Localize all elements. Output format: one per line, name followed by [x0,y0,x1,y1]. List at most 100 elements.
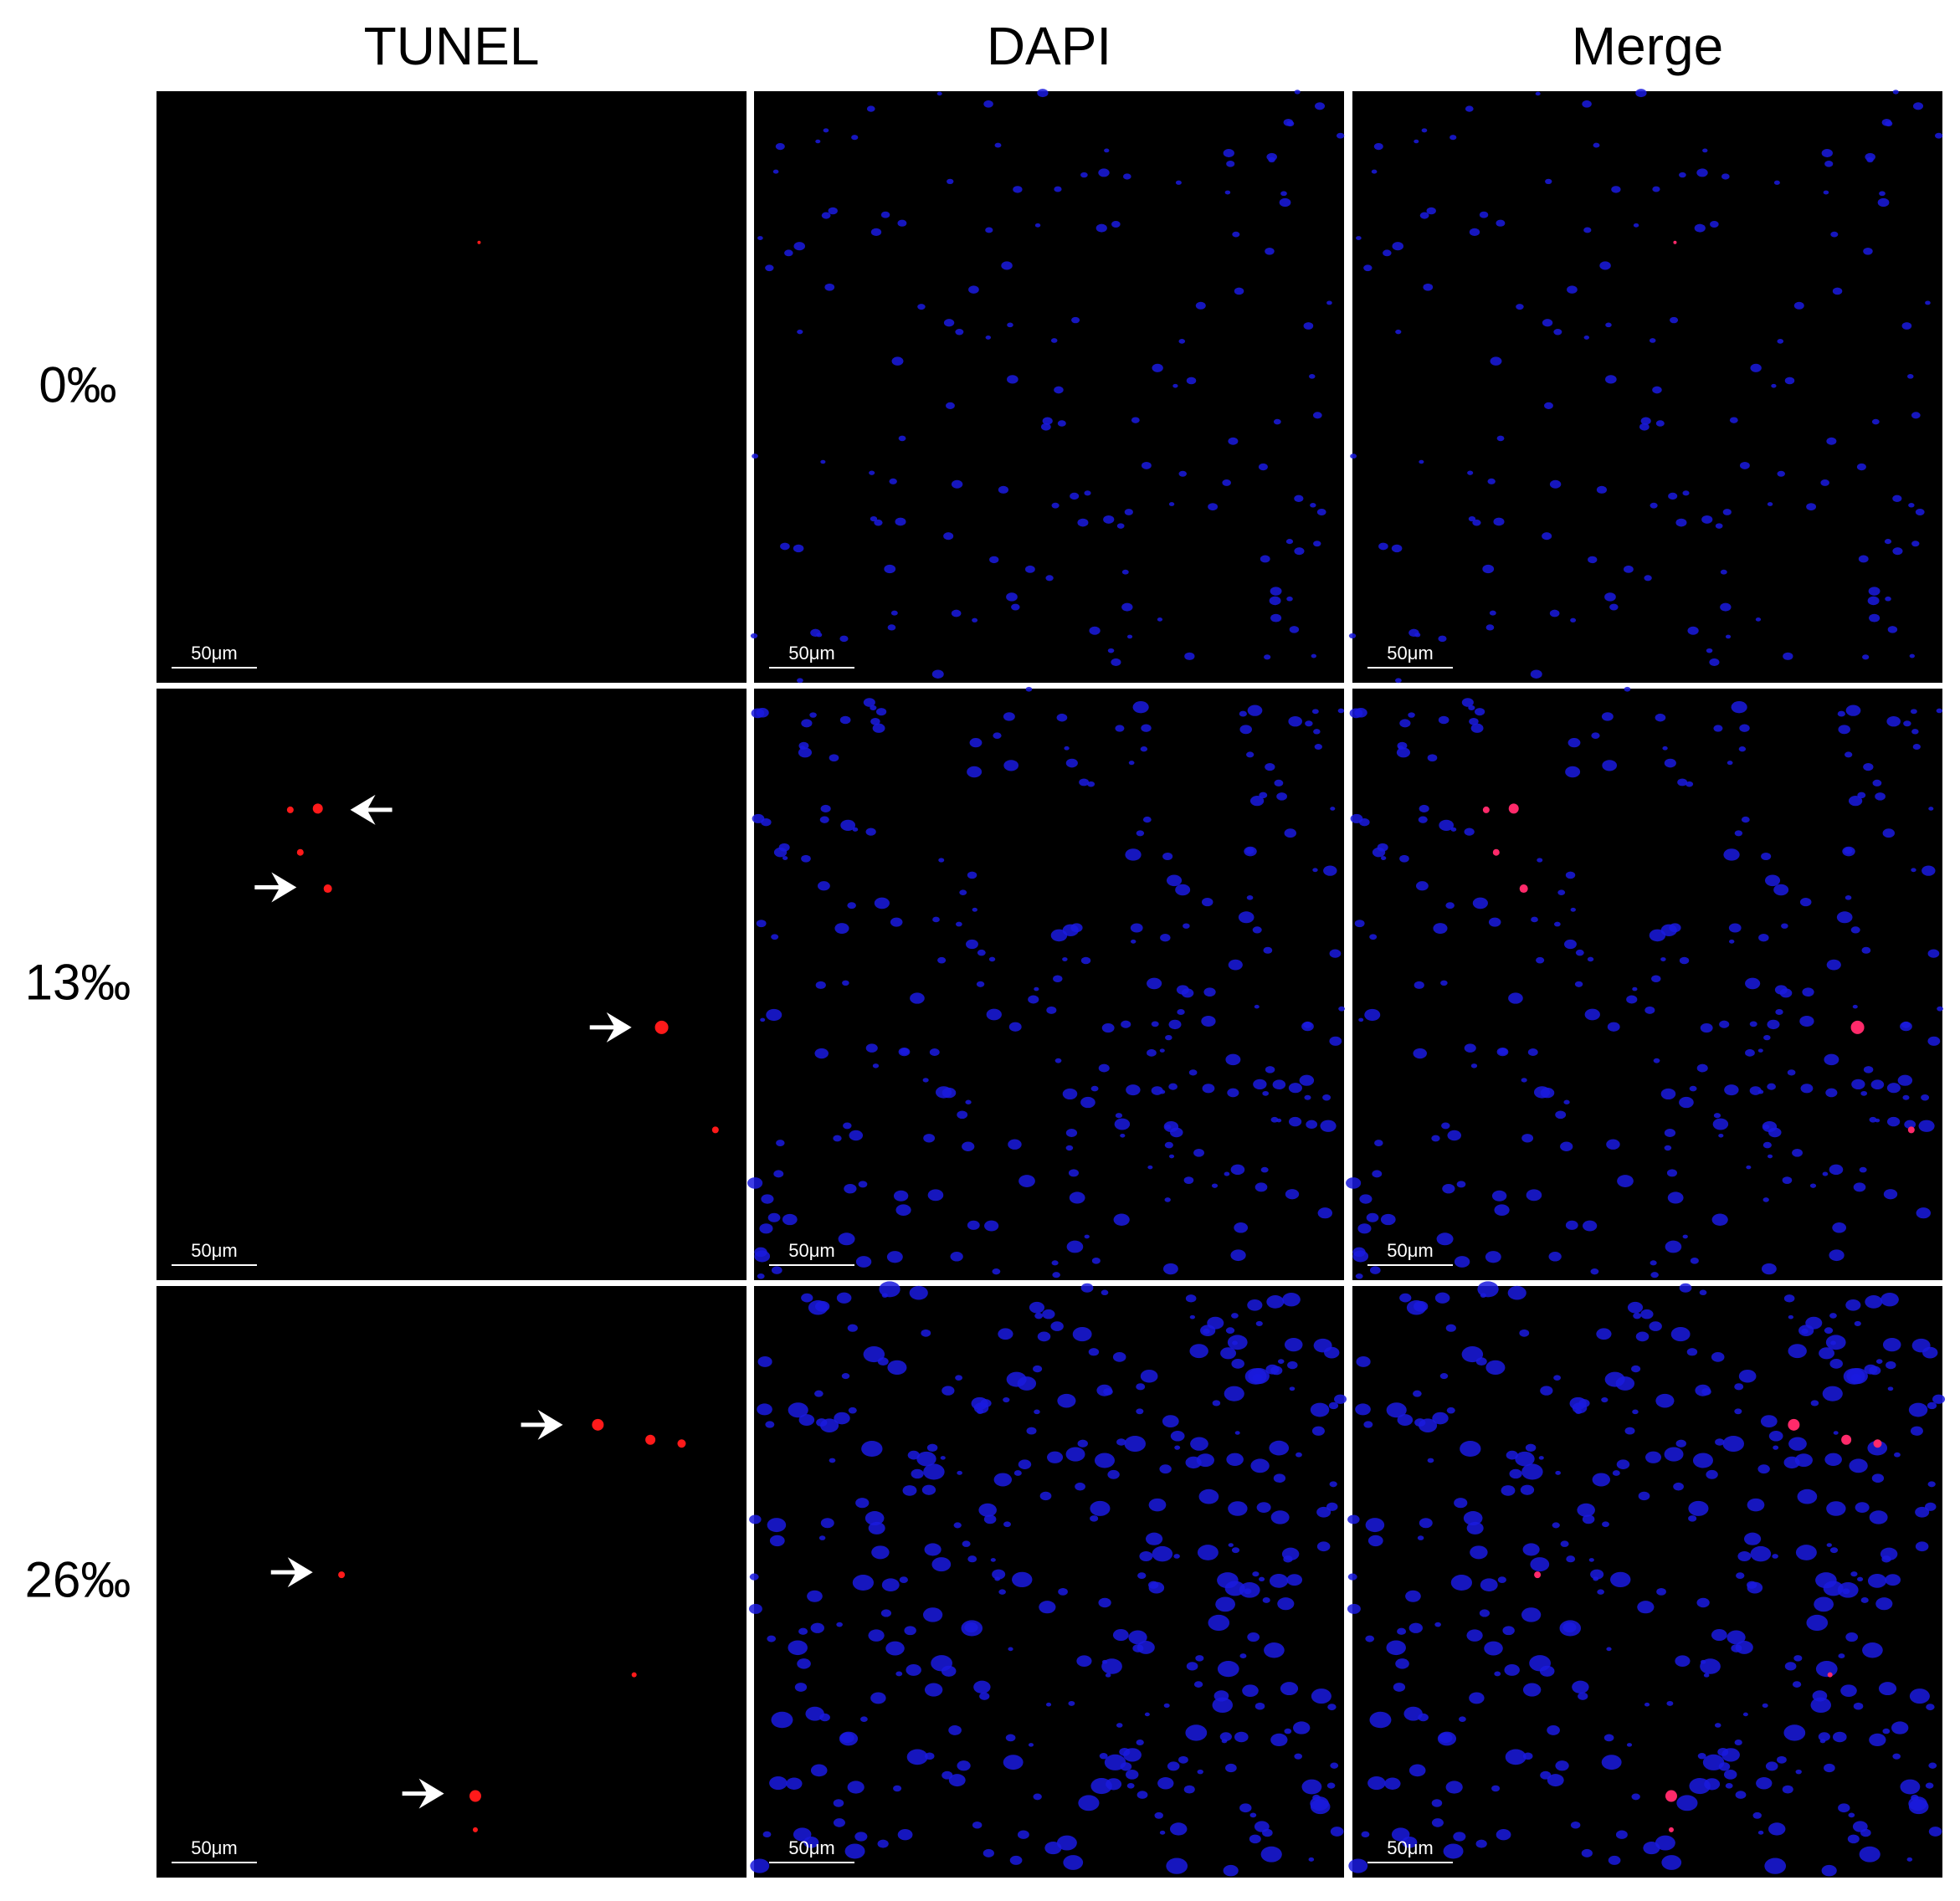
nucleus [1395,1658,1409,1669]
nucleus [1465,105,1474,112]
nucleus [1287,1360,1298,1370]
nucleus [1386,1640,1406,1656]
nucleus [916,1451,936,1467]
nucleus [1821,148,1833,157]
nucleus [1596,485,1608,494]
nucleus [998,1589,1006,1595]
nucleus [1357,1223,1372,1234]
nucleus [910,992,925,1004]
nucleus [965,1099,972,1104]
nucleus [1697,1753,1706,1760]
nucleus [1590,1268,1599,1275]
nucleus [1725,1782,1733,1789]
nucleus [962,1540,971,1547]
nucleus [1076,1655,1092,1667]
nucleus [1801,1329,1809,1335]
nucleus [1121,569,1129,575]
panel-background [156,1286,747,1878]
nucleus [1734,1383,1744,1391]
nucleus [870,515,878,522]
nucleus [967,766,983,778]
nucleus [1640,1309,1654,1319]
tunel-spot [323,884,332,894]
nucleus [1728,923,1742,933]
nucleus [1369,1711,1392,1729]
nucleus [1419,804,1429,813]
nucleus [1555,1110,1567,1120]
nucleus [1497,1576,1506,1583]
nucleus [1244,1588,1252,1595]
nucleus [1304,1094,1311,1100]
nucleus [1774,985,1788,995]
nucleus [1484,1641,1503,1656]
nucleus [1088,1348,1100,1356]
nucleus [1713,1113,1721,1119]
scale-bar-label: 50μm [788,1837,834,1858]
nucleus [1094,1453,1115,1468]
nucleus [1869,1510,1888,1524]
nucleus [1084,490,1091,496]
nucleus [797,678,803,684]
nucleus [1788,1344,1807,1359]
nucleus [1519,1329,1530,1337]
nucleus [1700,1658,1721,1674]
nucleus [1799,898,1812,907]
nucleus [1886,715,1901,727]
nucleus [972,617,978,623]
nucleus [1910,1426,1923,1436]
nucleus [1163,1120,1179,1133]
nucleus [1056,1835,1077,1851]
nucleus [1402,1836,1418,1848]
tunel-spot [1907,1126,1915,1134]
nucleus [1710,220,1719,228]
nucleus [1891,1721,1909,1734]
nucleus [1433,923,1448,934]
nucleus [1637,1601,1655,1614]
nucleus [1116,1723,1123,1728]
nucleus [759,1223,773,1234]
nucleus [1603,1734,1614,1742]
nucleus [1560,1141,1573,1151]
nucleus [1064,746,1070,751]
nucleus [1879,191,1886,197]
nucleus [1438,715,1449,725]
nucleus [1445,902,1455,910]
nucleus [1832,1731,1847,1743]
nucleus [1095,223,1107,233]
nucleus [1249,796,1265,807]
tunel-spot [592,1418,604,1431]
nucleus [1592,1473,1610,1487]
nucleus [842,980,849,986]
nucleus [998,1328,1013,1340]
nucleus [1098,1597,1111,1608]
nucleus [1226,161,1235,167]
nucleus [1679,172,1686,178]
nucleus [1916,1207,1932,1219]
nucleus [1842,846,1855,857]
nucleus [1743,1532,1762,1545]
nucleus [1860,1597,1869,1603]
nucleus [1570,907,1576,912]
nucleus [1830,1340,1836,1345]
nucleus [1034,1312,1044,1319]
nucleus [1347,1573,1357,1581]
nucleus [1819,1347,1835,1360]
nucleus [1330,1762,1339,1769]
nucleus [1288,715,1302,727]
nucleus [1516,304,1524,310]
nucleus [1270,1116,1279,1123]
nucleus [1132,700,1149,714]
nucleus [992,1569,1006,1580]
nucleus [1208,503,1219,511]
nucleus [1877,197,1890,208]
nucleus [1212,1697,1234,1714]
nucleus [1810,1400,1819,1407]
nucleus [923,1134,936,1143]
nucleus [1792,1681,1802,1688]
nucleus [1909,653,1916,658]
nucleus [1583,1220,1598,1232]
nucleus [906,1663,921,1676]
nucleus [902,1485,917,1496]
nucleus [1065,1447,1085,1462]
nucleus [962,1141,975,1151]
